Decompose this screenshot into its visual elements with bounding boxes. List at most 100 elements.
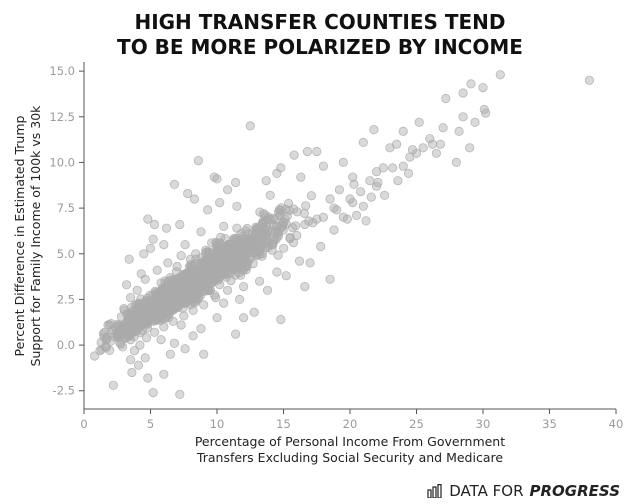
scatter-point — [379, 190, 390, 200]
scatter-point — [143, 214, 153, 224]
scatter-point — [241, 256, 251, 266]
scatter-point — [176, 320, 186, 330]
scatter-point — [325, 194, 335, 204]
scatter-point — [466, 79, 476, 89]
scatter-point — [132, 300, 142, 310]
scatter-point — [222, 248, 232, 259]
scatter-point — [205, 285, 215, 295]
scatter-point — [358, 201, 368, 211]
scatter-point — [223, 250, 233, 260]
scatter-point — [135, 340, 145, 350]
scatter-point — [478, 83, 488, 93]
scatter-point — [252, 223, 262, 233]
scatter-point — [245, 121, 255, 131]
scatter-point — [103, 320, 113, 330]
scatter-point — [235, 294, 245, 304]
y-axis-ticks: -2.5 0.0 2.5 5.0 7.5 10.0 12.5 15.0 — [49, 64, 84, 398]
x-tick-label: 0 — [80, 417, 87, 431]
scatter-point — [106, 336, 116, 346]
scatter-point — [393, 176, 403, 186]
scatter-point — [168, 316, 178, 326]
scatter-point — [299, 208, 309, 218]
scatter-point — [219, 298, 229, 308]
scatter-point — [133, 360, 144, 370]
scatter-point — [265, 214, 275, 224]
scatter-point — [126, 334, 136, 345]
scatter-point — [215, 279, 225, 290]
scatter-point — [161, 223, 172, 233]
scatter-point — [285, 232, 295, 242]
scatter-point — [255, 276, 265, 286]
scatter-point — [153, 303, 164, 314]
scatter-point — [281, 204, 291, 215]
scatter-point — [351, 210, 362, 220]
scatter-point — [369, 125, 379, 135]
scatter-point — [156, 334, 166, 345]
scatter-point — [272, 168, 282, 178]
scatter-point — [165, 349, 175, 359]
scatter-point — [161, 307, 171, 317]
scatter-point — [196, 323, 206, 334]
scatter-point — [256, 230, 266, 241]
scatter-point — [126, 355, 136, 365]
scatter-point — [268, 240, 278, 250]
scatter-point — [265, 190, 275, 200]
scatter-point — [118, 342, 128, 352]
scatter-point — [272, 267, 282, 277]
scatter-point — [152, 314, 162, 325]
scatter-point — [122, 309, 132, 319]
scatter-point — [458, 112, 468, 122]
scatter-point — [196, 227, 206, 237]
scatter-point — [366, 192, 376, 202]
x-tick-label: 15 — [276, 417, 291, 431]
scatter-point — [465, 143, 475, 153]
scatter-point — [398, 161, 408, 171]
scatter-point — [193, 293, 203, 303]
scatter-point — [209, 172, 219, 182]
scatter-point — [149, 327, 160, 337]
scatter-points — [90, 70, 595, 399]
scatter-point — [186, 299, 196, 310]
scatter-point — [179, 311, 189, 321]
scatter-point — [277, 221, 288, 231]
scatter-point — [175, 219, 185, 230]
scatter-point — [140, 353, 150, 363]
scatter-point — [325, 274, 335, 284]
scatter-point — [95, 345, 105, 356]
scatter-point — [378, 163, 388, 173]
scatter-point — [215, 238, 225, 248]
scatter-point — [127, 367, 137, 378]
y-tick-label: 12.5 — [49, 110, 75, 124]
scatter-point — [387, 163, 398, 173]
scatter-point — [122, 280, 132, 290]
scatter-point — [294, 256, 305, 266]
scatter-point — [145, 243, 156, 253]
scatter-point — [119, 320, 129, 330]
scatter-point — [418, 143, 428, 153]
scatter-point — [278, 218, 289, 228]
scatter-point — [132, 323, 142, 334]
scatter-point — [199, 349, 209, 359]
scatter-point — [239, 313, 249, 323]
scatter-point — [230, 270, 241, 280]
scatter-point — [495, 70, 505, 80]
scatter-point — [276, 314, 286, 325]
scatter-point — [207, 238, 217, 248]
scatter-point — [180, 271, 190, 281]
scatter-point — [193, 281, 203, 292]
point-cloud — [96, 191, 316, 355]
scatter-point — [242, 223, 252, 234]
scatter-point — [342, 214, 352, 224]
scatter-point — [312, 146, 322, 157]
scatter-point — [355, 187, 366, 197]
scatter-point — [451, 157, 461, 167]
chart-title-line-2: TO BE MORE POLARIZED BY INCOME — [117, 35, 523, 59]
scatter-point — [157, 285, 168, 295]
scatter-point — [470, 117, 480, 127]
scatter-point — [202, 276, 212, 286]
scatter-point — [318, 161, 328, 171]
scatter-point — [407, 145, 418, 155]
scatter-point — [132, 285, 142, 295]
scatter-point — [349, 179, 359, 189]
scatter-point — [201, 269, 211, 279]
